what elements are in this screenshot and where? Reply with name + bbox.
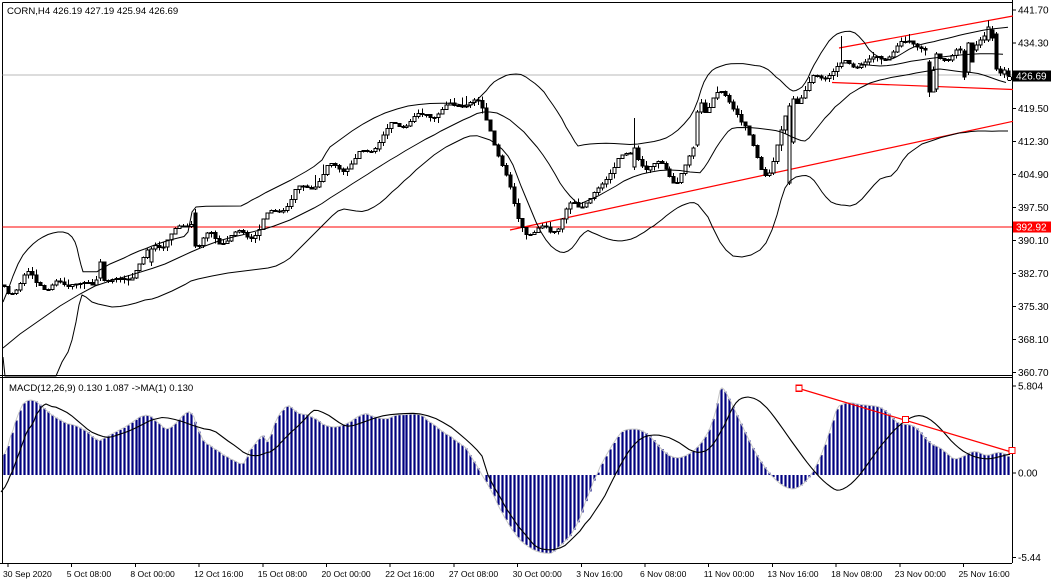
svg-text:3 Nov 16:00: 3 Nov 16:00 <box>576 569 623 579</box>
svg-text:5 Oct 08:00: 5 Oct 08:00 <box>67 569 112 579</box>
svg-text:375.30: 375.30 <box>1018 302 1049 313</box>
svg-text:12 Oct 16:00: 12 Oct 16:00 <box>194 569 243 579</box>
svg-text:15 Oct 08:00: 15 Oct 08:00 <box>258 569 307 579</box>
svg-text:-5.44: -5.44 <box>1018 553 1041 564</box>
svg-text:360.70: 360.70 <box>1018 368 1049 379</box>
svg-text:390.10: 390.10 <box>1018 236 1049 247</box>
svg-text:382.70: 382.70 <box>1018 269 1049 280</box>
svg-text:426.69: 426.69 <box>1016 72 1047 83</box>
svg-text:392.92: 392.92 <box>1016 223 1047 234</box>
svg-text:8 Oct 00:00: 8 Oct 00:00 <box>130 569 175 579</box>
svg-text:404.90: 404.90 <box>1018 170 1049 181</box>
svg-text:5.804: 5.804 <box>1018 381 1043 392</box>
svg-text:397.50: 397.50 <box>1018 203 1049 214</box>
svg-text:434.30: 434.30 <box>1018 38 1049 49</box>
svg-text:25 Nov 16:00: 25 Nov 16:00 <box>959 569 1010 579</box>
svg-text:27 Oct 08:00: 27 Oct 08:00 <box>449 569 498 579</box>
svg-text:6 Nov 08:00: 6 Nov 08:00 <box>640 569 687 579</box>
svg-text:MACD(12,26,9) 0.130 1.087 ->M: MACD(12,26,9) 0.130 1.087 ->MA(1) 0.130 <box>9 383 193 394</box>
svg-text:CORN,H4 426.19 427.19 425.94: CORN,H4 426.19 427.19 425.94 426.69 <box>7 6 178 17</box>
svg-text:23 Nov 00:00: 23 Nov 00:00 <box>895 569 946 579</box>
svg-text:368.10: 368.10 <box>1018 335 1049 346</box>
svg-text:30 Oct 00:00: 30 Oct 00:00 <box>513 569 562 579</box>
svg-text:18 Nov 08:00: 18 Nov 08:00 <box>831 569 882 579</box>
svg-text:22 Oct 16:00: 22 Oct 16:00 <box>385 569 434 579</box>
svg-text:419.50: 419.50 <box>1018 104 1049 115</box>
svg-text:13 Nov 16:00: 13 Nov 16:00 <box>767 569 818 579</box>
svg-text:30 Sep 2020: 30 Sep 2020 <box>3 569 52 579</box>
svg-text:0.00: 0.00 <box>1018 469 1038 480</box>
svg-text:412.30: 412.30 <box>1018 137 1049 148</box>
svg-text:441.70: 441.70 <box>1018 5 1049 16</box>
svg-text:11 Nov 00:00: 11 Nov 00:00 <box>704 569 755 579</box>
svg-text:20 Oct 00:00: 20 Oct 00:00 <box>322 569 371 579</box>
